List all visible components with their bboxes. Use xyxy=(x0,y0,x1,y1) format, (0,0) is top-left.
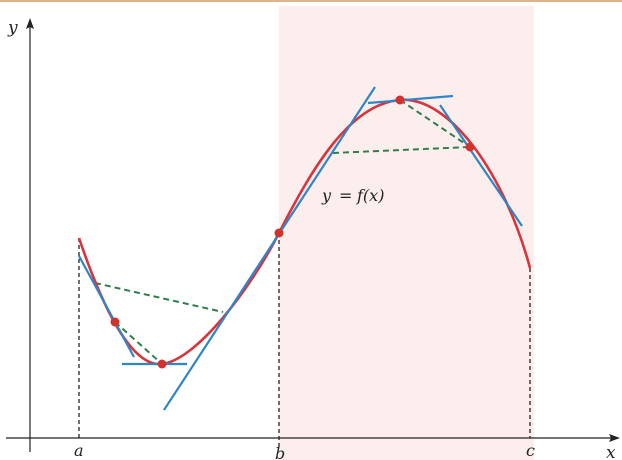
point-local-min xyxy=(157,359,167,369)
secant-chord-2 xyxy=(399,99,471,148)
tangent-line-b xyxy=(163,86,376,411)
y-axis-arrowhead xyxy=(26,18,34,29)
function-label: y = f(x) xyxy=(321,186,384,205)
tangent-line-max xyxy=(367,94,454,105)
function-label-lhs: y xyxy=(321,186,332,205)
secant-line-left xyxy=(94,282,224,313)
secant-chord-1 xyxy=(114,321,163,365)
point-left-chord xyxy=(110,317,120,327)
label-c: c xyxy=(526,441,535,460)
secant-line-right xyxy=(332,146,471,154)
label-b: b xyxy=(275,444,285,460)
point-local-max xyxy=(395,95,405,105)
tangent-line-right xyxy=(439,104,523,227)
tangent-line-a xyxy=(78,255,135,358)
x-axis-arrowhead xyxy=(609,434,620,442)
point-right-chord xyxy=(465,142,475,152)
x-axis-label: x xyxy=(606,443,616,460)
highlight-band-b-c xyxy=(279,6,534,460)
top-rule xyxy=(0,0,622,2)
function-label-rhs: f(x) xyxy=(356,186,384,205)
y-axis-label: y xyxy=(7,18,18,38)
point-b xyxy=(274,228,284,238)
function-label-eq: = xyxy=(339,186,352,205)
label-a: a xyxy=(74,441,84,460)
